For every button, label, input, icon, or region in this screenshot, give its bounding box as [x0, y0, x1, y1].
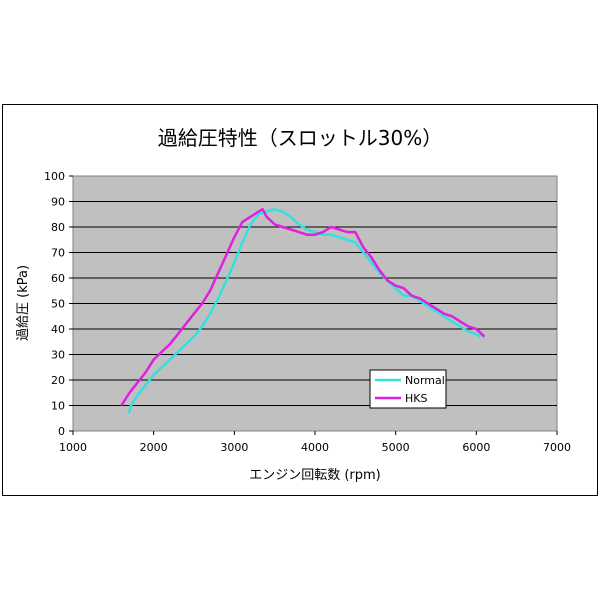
- y-tick-label: 40: [51, 323, 65, 336]
- x-tick-label: 7000: [543, 441, 571, 454]
- x-axis-label: エンジン回転数 (rpm): [249, 468, 381, 483]
- y-tick-label: 20: [51, 374, 65, 387]
- y-tick-label: 60: [51, 272, 65, 285]
- grid-lines: [73, 201, 557, 406]
- legend: Normal HKS: [369, 369, 447, 409]
- y-tick-label: 0: [58, 425, 65, 438]
- legend-label-hks: HKS: [405, 392, 427, 405]
- x-tick-label: 1000: [59, 441, 87, 454]
- x-tick-label: 3000: [220, 441, 248, 454]
- x-axis-ticks: 1000 2000 3000 4000 5000 6000 7000: [59, 431, 571, 454]
- series-lines: [120, 207, 486, 414]
- y-tick-label: 30: [51, 349, 65, 362]
- y-tick-label: 100: [44, 170, 65, 183]
- chart-frame: 過給圧特性（スロットル30%） 0 10 20 30 40 50 60 70 80 90 100 1…: [2, 104, 598, 496]
- y-axis-label: 過給圧 (kPa): [16, 265, 31, 341]
- x-tick-label: 6000: [462, 441, 490, 454]
- series-line-normal: [127, 207, 482, 414]
- y-tick-label: 90: [51, 196, 65, 209]
- y-tick-label: 10: [51, 400, 65, 413]
- x-tick-label: 5000: [382, 441, 410, 454]
- y-tick-label: 50: [51, 298, 65, 311]
- x-tick-label: 4000: [301, 441, 329, 454]
- series-line-hks: [120, 207, 486, 407]
- x-tick-label: 2000: [140, 441, 168, 454]
- y-axis-ticks: 0 10 20 30 40 50 60 70 80 90 100: [44, 170, 73, 438]
- chart: 過給圧特性（スロットル30%） 0 10 20 30 40 50 60 70 80 90 100 1…: [16, 126, 571, 483]
- legend-box: [369, 369, 447, 409]
- legend-label-normal: Normal: [405, 374, 445, 387]
- y-tick-label: 80: [51, 221, 65, 234]
- y-tick-label: 70: [51, 247, 65, 260]
- chart-title: 過給圧特性（スロットル30%）: [158, 126, 442, 150]
